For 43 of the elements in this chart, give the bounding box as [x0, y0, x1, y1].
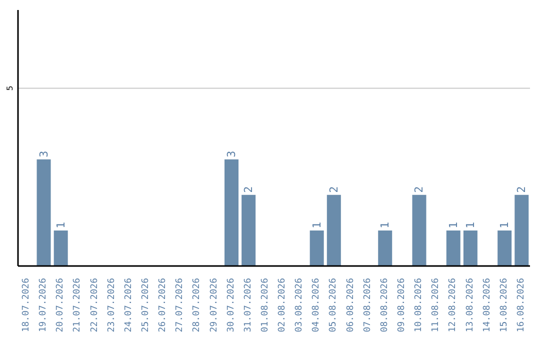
x-tick-label: 30.07.2026	[226, 278, 236, 332]
x-tick-label: 25.07.2026	[141, 278, 151, 332]
x-tick-label: 05.08.2026	[328, 278, 339, 332]
data-label: 1	[310, 222, 324, 228]
x-tick-label: 01.08.2026	[260, 278, 270, 332]
x-tick-label: 10.08.2026	[414, 278, 424, 332]
data-label: 1	[378, 222, 392, 228]
x-tick-label: 11.08.2026	[431, 278, 442, 332]
data-label: 2	[412, 186, 426, 193]
data-label: 2	[327, 186, 340, 193]
x-tick-label: 29.07.2026	[209, 278, 220, 332]
data-label: 1	[446, 222, 460, 228]
data-label: 2	[242, 186, 256, 193]
x-tick-label: 09.08.2026	[397, 278, 407, 332]
x-tick-label: 23.07.2026	[106, 278, 117, 332]
data-label: 2	[515, 186, 528, 193]
x-tick-label: 20.07.2026	[56, 278, 66, 332]
data-label: 1	[498, 222, 512, 228]
x-tick-label: 08.08.2026	[380, 278, 390, 332]
x-tick-label: 21.07.2026	[72, 278, 83, 332]
x-tick-label: 04.08.2026	[312, 278, 322, 332]
data-label: 3	[37, 150, 50, 158]
data-label: 1	[464, 222, 477, 228]
x-tick-label: 31.07.2026	[243, 278, 254, 332]
data-label: 3	[225, 150, 238, 158]
data-label: 1	[54, 222, 68, 228]
x-tick-label: 02.08.2026	[278, 278, 288, 332]
x-tick-label: 18.07.2026	[22, 278, 32, 332]
x-tick-label: 12.08.2026	[448, 278, 458, 332]
x-tick-label: 07.08.2026	[362, 278, 373, 332]
x-tick-label: 26.07.2026	[158, 278, 168, 332]
x-tick-label: 27.07.2026	[175, 278, 186, 332]
x-tick-label: 15.08.2026	[499, 278, 510, 332]
x-tick-label: 24.07.2026	[124, 278, 134, 332]
x-tick-label: 19.07.2026	[38, 278, 49, 332]
x-tick-label: 13.08.2026	[465, 278, 476, 332]
x-tick-label: 14.08.2026	[482, 278, 492, 332]
x-tick-label: 03.08.2026	[294, 278, 305, 332]
x-tick-label: 28.07.2026	[192, 278, 202, 332]
x-tick-label: 16.08.2026	[516, 278, 526, 332]
x-tick-label: 06.08.2026	[346, 278, 356, 332]
x-tick-label: 22.07.2026	[90, 278, 100, 332]
y-tick-label: 5	[6, 86, 14, 91]
